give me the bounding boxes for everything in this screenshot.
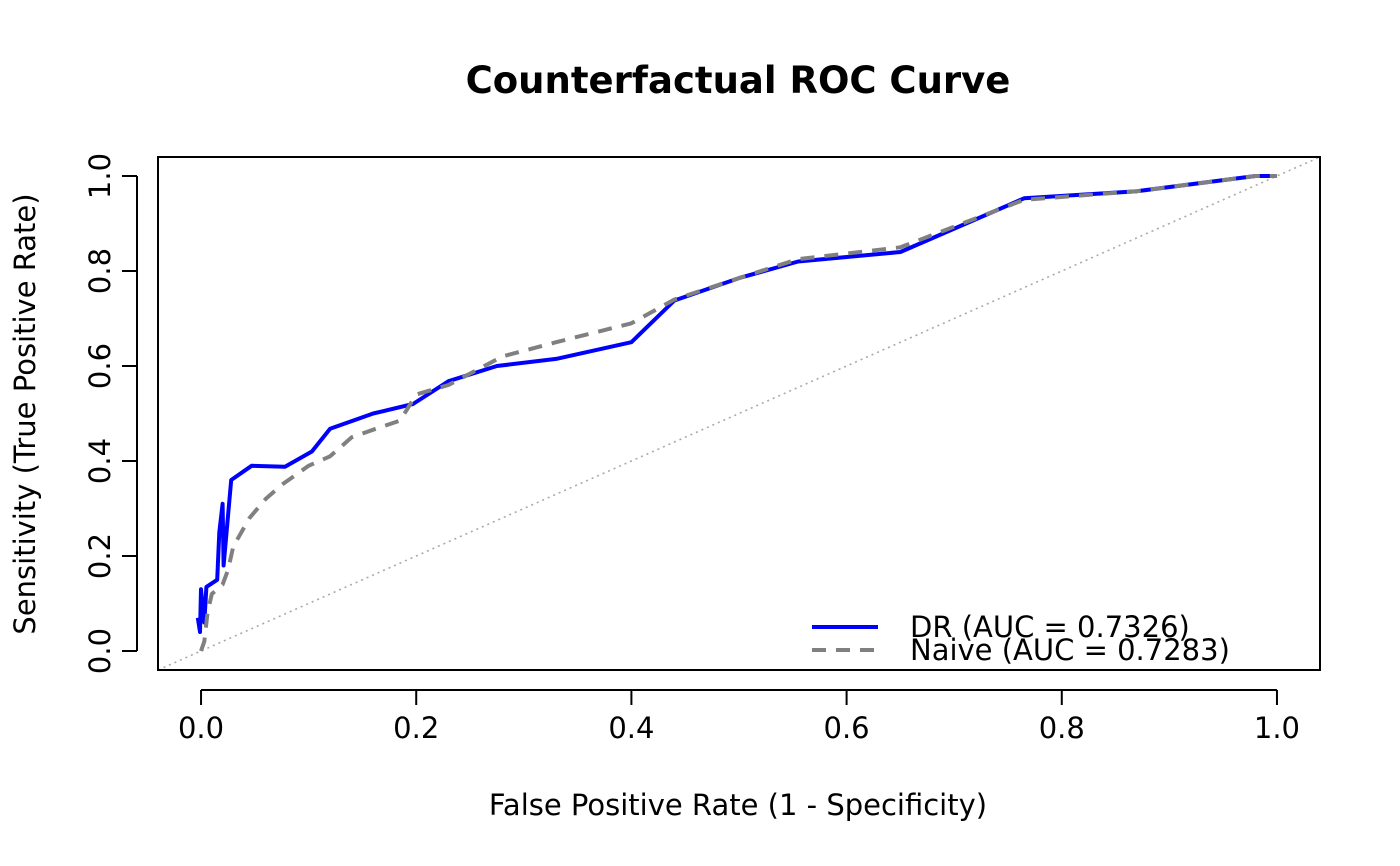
plot-frame: [157, 156, 1321, 671]
x-tick-label: 0.0: [178, 711, 224, 745]
legend: DR (AUC = 0.7326)Naive (AUC = 0.7283): [812, 610, 1230, 667]
y-tick-label: 0.2: [83, 533, 117, 579]
x-tick-label: 0.8: [1039, 711, 1085, 745]
y-axis: 0.0 0.2 0.4 0.6 0.8 1.0: [83, 153, 138, 674]
legend-label: Naive (AUC = 0.7283): [910, 633, 1230, 667]
chart-title: Counterfactual ROC Curve: [466, 59, 1011, 102]
y-tick-label: 0.0: [83, 628, 117, 674]
y-tick-label: 0.8: [83, 248, 117, 294]
y-tick-label: 1.0: [83, 153, 117, 199]
reference-diagonal-line: [158, 157, 1320, 670]
series-line-naive: [199, 174, 1277, 652]
x-tick-label: 0.4: [608, 711, 654, 745]
x-tick-label: 0.2: [393, 711, 439, 745]
x-axis-label: False Positive Rate (1 - Specificity): [489, 788, 987, 822]
plot-area: [157, 156, 1321, 671]
x-tick-label: 0.6: [824, 711, 870, 745]
y-axis-label: Sensitivity (True Positive Rate): [8, 193, 42, 634]
y-tick-label: 0.4: [83, 438, 117, 484]
x-axis: 0.0 0.2 0.4 0.6 0.8 1.0: [178, 689, 1300, 745]
series-line-dr: [195, 174, 1277, 634]
x-tick-label: 1.0: [1254, 711, 1300, 745]
y-tick-label: 0.6: [83, 343, 117, 389]
legend-label: DR (AUC = 0.7326): [910, 610, 1190, 644]
